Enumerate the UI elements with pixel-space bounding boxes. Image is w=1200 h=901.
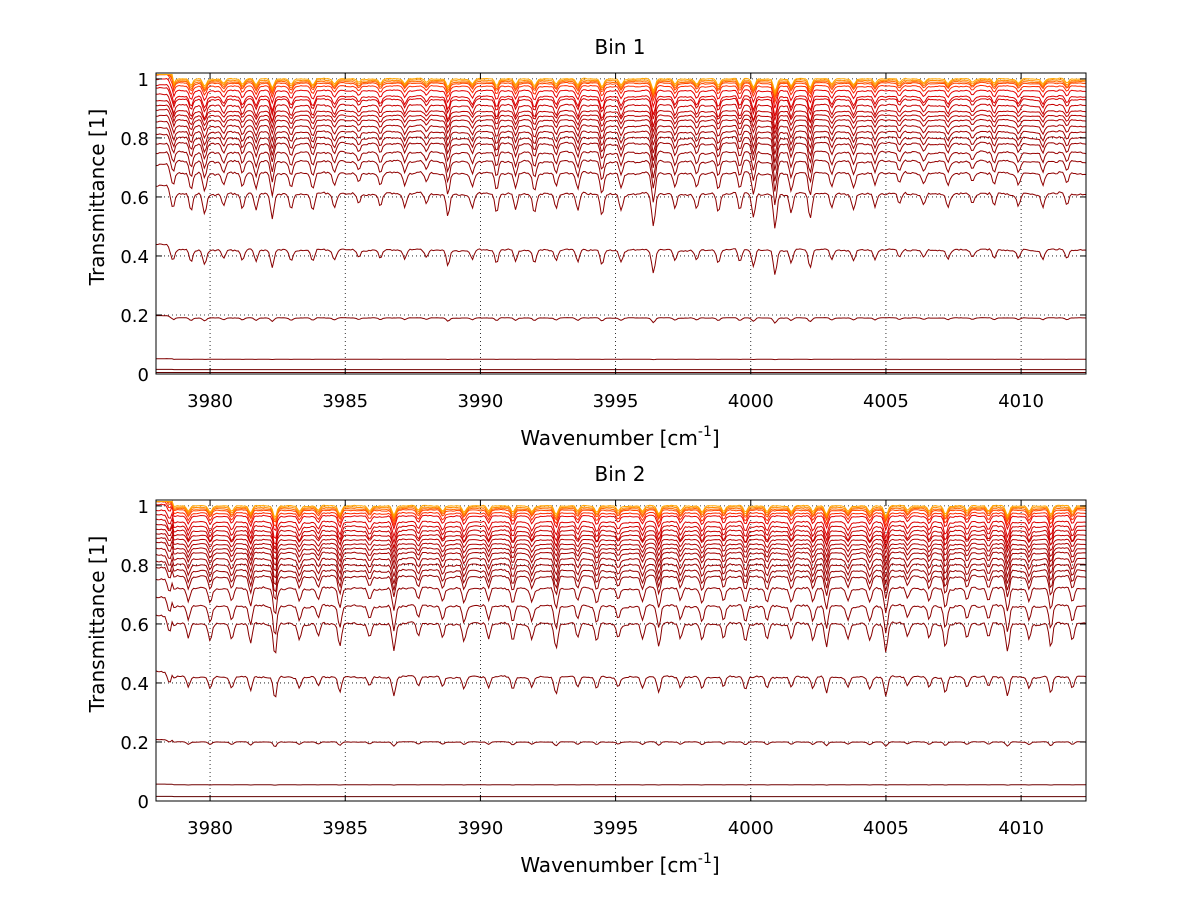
spectrum-series [156,114,1086,147]
spectrum-series [156,614,1086,654]
x-tick-label: 3995 [593,818,639,839]
spectrum-series [156,500,1086,524]
spectrum-series [156,108,1086,140]
spectrum-series [156,73,1086,105]
y-axis-label: Transmittance [1] [85,536,109,714]
spectrum-series [156,99,1086,130]
series-group [156,73,1086,373]
x-axis-label-superscript: -1 [698,851,712,867]
spectrum-series [156,537,1086,567]
subplot-bin-1: Bin 1 3980 3985 3990 3995 4000 4005 4010 0 0.2 0.… [85,35,1087,450]
y-axis-label: Transmittance [1] [85,109,109,287]
x-axis-label-end: ] [712,853,720,877]
y-tick-label: 0.6 [120,188,149,209]
x-tick-label: 3995 [593,391,639,412]
spectrum-series [156,120,1086,155]
spectrum-series [156,547,1086,579]
spectrum-series [156,783,1086,786]
spectrum-series [156,184,1086,229]
axes-frame [155,499,1087,802]
y-tick-label: 0.2 [120,733,149,754]
x-tick-label: 3990 [458,391,504,412]
spectrum-series [156,74,1086,94]
spectrum-series [156,126,1086,163]
x-axis-label-superscript: -1 [698,424,712,440]
spectrum-series [156,314,1086,324]
x-tick-label: 4005 [863,391,909,412]
spectrum-series [156,523,1086,549]
spectrum-series [156,532,1086,561]
spectrum-series [156,104,1086,134]
spectrum-series [156,86,1086,121]
spectrum-series [156,500,1086,528]
spectrum-series [156,243,1086,275]
y-tick-label: 0.8 [120,129,149,150]
spectrum-series [156,528,1086,555]
spectrum-series [156,142,1086,182]
y-tick-label: 1 [138,497,149,518]
y-tick-label: 0.4 [120,247,149,268]
x-tick-label: 3985 [322,391,368,412]
y-tick-label: 0 [138,365,149,386]
y-tick-label: 0.8 [120,556,149,577]
spectrum-series [156,77,1086,109]
x-axis-label-text: Wavenumber [cm [520,426,698,450]
x-tick-label: 4010 [998,818,1044,839]
subplot-title: Bin 1 [594,35,645,59]
spectrum-series [156,553,1086,586]
spectrum-series [156,74,1086,98]
spectrum-series [156,93,1086,130]
spectrum-series [156,670,1086,698]
y-tick-label: 1 [138,70,149,91]
spectrum-series [156,560,1086,593]
spectrum-series [156,500,1086,522]
y-tick-label: 0.4 [120,674,149,695]
spectrum-series [156,566,1086,601]
spectrum-series [156,578,1086,615]
ticks: 3980 3985 3990 3995 4000 4005 4010 0 0.2 0.4 0.6 0.… [120,70,1086,412]
spectrum-series [156,162,1086,206]
x-axis-label: Wavenumber [cm-1] [520,851,719,877]
spectrum-series [156,738,1086,748]
ticks: 3980 3985 3990 3995 4000 4005 4010 0 0.2 0.4 0.6 0.… [120,497,1086,839]
x-axis-label-text: Wavenumber [cm [520,853,698,877]
spectrum-series [156,518,1086,551]
spectrum-series [156,83,1086,117]
spectrum-series [156,74,1086,101]
spectrum-series [156,541,1086,572]
y-tick-label: 0.2 [120,306,149,327]
subplot-title: Bin 2 [594,462,645,486]
spectrum-series [156,509,1086,540]
y-tick-label: 0.6 [120,615,149,636]
spectrum-series [156,358,1086,361]
series-group [156,500,1086,798]
x-axis-label: Wavenumber [cm-1] [520,424,719,450]
spectrum-series [156,74,1086,96]
spectrum-series [156,501,1086,520]
axes-frame [155,72,1087,375]
x-tick-label: 3990 [458,818,504,839]
x-axis-label-end: ] [712,426,720,450]
spectrum-series [156,133,1086,171]
y-tick-label: 0 [138,792,149,813]
spectrum-series [156,596,1086,635]
x-tick-label: 4005 [863,818,909,839]
subplot-bin-2: Bin 2 3980 3985 3990 3995 4000 4005 4010 0 0.2 0.… [85,462,1087,877]
x-tick-label: 3980 [187,391,233,412]
x-tick-label: 4000 [728,818,774,839]
x-tick-label: 4010 [998,391,1044,412]
x-tick-label: 3980 [187,818,233,839]
spectrum-series [156,503,1086,532]
spectrum-series [156,151,1086,192]
x-tick-label: 4000 [728,391,774,412]
x-tick-label: 3985 [322,818,368,839]
spectrum-series [156,501,1086,518]
spectrum-series [156,513,1086,545]
